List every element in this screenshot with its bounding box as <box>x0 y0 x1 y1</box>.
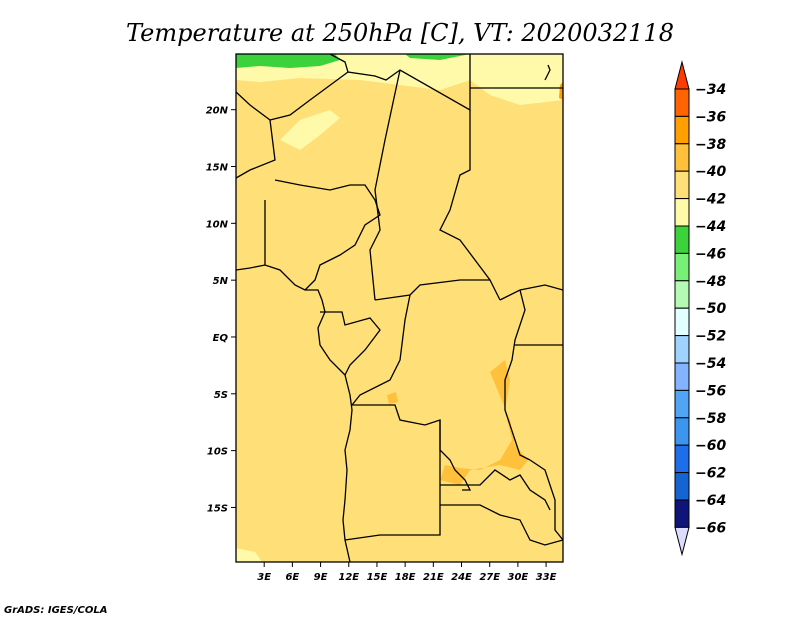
map-title: Temperature at 250hPa [C], VT: 202003211… <box>126 19 674 47</box>
colorbar-swatch <box>674 198 690 227</box>
colorbar-label: −40 <box>695 164 726 180</box>
libya-border <box>329 54 471 112</box>
colorbar-upper-arrow <box>674 60 690 90</box>
lat-tick-label: 10S <box>207 447 228 458</box>
lon-tick-label: 27E <box>479 572 500 583</box>
colorbar-label: −66 <box>695 520 726 536</box>
lon-tick-label: 12E <box>338 572 359 583</box>
colorbar-swatch <box>674 280 690 309</box>
field-42-44-north <box>236 54 563 105</box>
country-borders <box>236 54 563 562</box>
latitude-axis: 20N 15N 10N 5N EQ 5S 10S 15S <box>206 106 236 514</box>
longitude-axis: 3E 6E 9E 12E 15E 18E 21E 24E 27E 30E 33E <box>257 562 557 583</box>
colorbar-swatch <box>674 362 690 391</box>
colorbar-swatch <box>674 389 690 419</box>
lat-tick-label: EQ <box>213 333 229 344</box>
colorbar-lower-arrow <box>674 526 690 557</box>
colorbar-label: −38 <box>695 137 726 153</box>
colorbar-swatch <box>674 307 690 337</box>
colorbar-label: −48 <box>695 274 726 290</box>
lon-tick-label: 21E <box>423 572 444 583</box>
grads-credit: GrADS: IGES/COLA <box>4 605 107 616</box>
colorbar-label: −34 <box>695 82 726 98</box>
colorbar-label: −42 <box>695 192 726 208</box>
car-border <box>374 279 490 301</box>
field-42-44-south <box>236 548 262 562</box>
lon-tick-label: 30E <box>508 572 529 583</box>
lon-tick-label: 18E <box>395 572 416 583</box>
sudan-border <box>439 110 501 301</box>
colorbar-swatch <box>674 252 690 282</box>
colorbar-swatch <box>674 444 690 474</box>
field-36-38-edge <box>559 82 563 100</box>
colorbar-swatch <box>674 170 690 200</box>
field-42-44-patch <box>280 110 340 150</box>
colorbar-swatch <box>674 417 690 446</box>
colorbar-label: −44 <box>695 219 726 235</box>
plot-frame <box>235 53 564 563</box>
colorbar: −34 −36 −38 −40 −42 −44 −46 −48 −50 −52 −54 −56 −58 −… <box>674 60 726 557</box>
nigeria-border <box>274 179 381 291</box>
lat-tick-label: 5N <box>213 276 229 287</box>
colorbar-swatch <box>674 88 690 117</box>
colorbar-swatch <box>674 225 690 254</box>
colorbar-label: −36 <box>695 109 726 125</box>
coastline <box>236 264 353 562</box>
colorbar-swatch <box>674 499 690 528</box>
field-44-46-patch <box>405 54 470 60</box>
field-38-40-small <box>387 392 398 404</box>
lat-tick-label: 5S <box>214 390 228 401</box>
chad-border <box>369 69 401 301</box>
gabon-congo-border <box>320 311 381 376</box>
lat-tick-label: 15S <box>207 503 228 514</box>
lat-tick-label: 20N <box>206 106 229 117</box>
field-38-40-patch <box>440 360 528 485</box>
colorbar-swatch <box>674 472 690 501</box>
colorbar-label: −60 <box>695 438 726 454</box>
lat-tick-label: 10N <box>206 219 229 230</box>
temperature-field <box>236 54 563 562</box>
lon-tick-label: 9E <box>314 572 328 583</box>
colorbar-label: −64 <box>695 493 726 509</box>
angola-south-border <box>344 420 441 541</box>
field-44-46-north <box>236 54 340 68</box>
colorbar-label: −52 <box>695 329 726 345</box>
colorbar-swatch <box>674 335 690 364</box>
colorbar-label: −50 <box>695 301 726 317</box>
lon-tick-label: 24E <box>451 572 472 583</box>
lon-tick-label: 15E <box>367 572 388 583</box>
zambia-border <box>440 469 551 511</box>
malawi-border <box>529 459 563 541</box>
lon-tick-label: 3E <box>257 572 271 583</box>
colorbar-label: −56 <box>695 383 726 399</box>
colorbar-label: −54 <box>695 356 726 372</box>
lon-tick-label: 33E <box>536 572 557 583</box>
colorbar-label: −62 <box>695 466 726 482</box>
colorbar-label: −46 <box>695 246 726 262</box>
south-sudan-border <box>499 284 563 301</box>
great-lakes-border <box>504 289 531 461</box>
field-40-42 <box>236 54 563 562</box>
nile-lake <box>544 64 551 81</box>
lat-tick-label: 15N <box>206 163 229 174</box>
colorbar-swatch <box>674 115 690 145</box>
colorbar-swatch <box>674 143 690 172</box>
zimbabwe-border <box>440 504 563 546</box>
colorbar-label: −58 <box>695 411 726 427</box>
congo-drc-border <box>351 294 411 406</box>
niger-west-border <box>236 91 276 179</box>
niger-algeria-border <box>269 71 349 121</box>
lon-tick-label: 6E <box>285 572 299 583</box>
